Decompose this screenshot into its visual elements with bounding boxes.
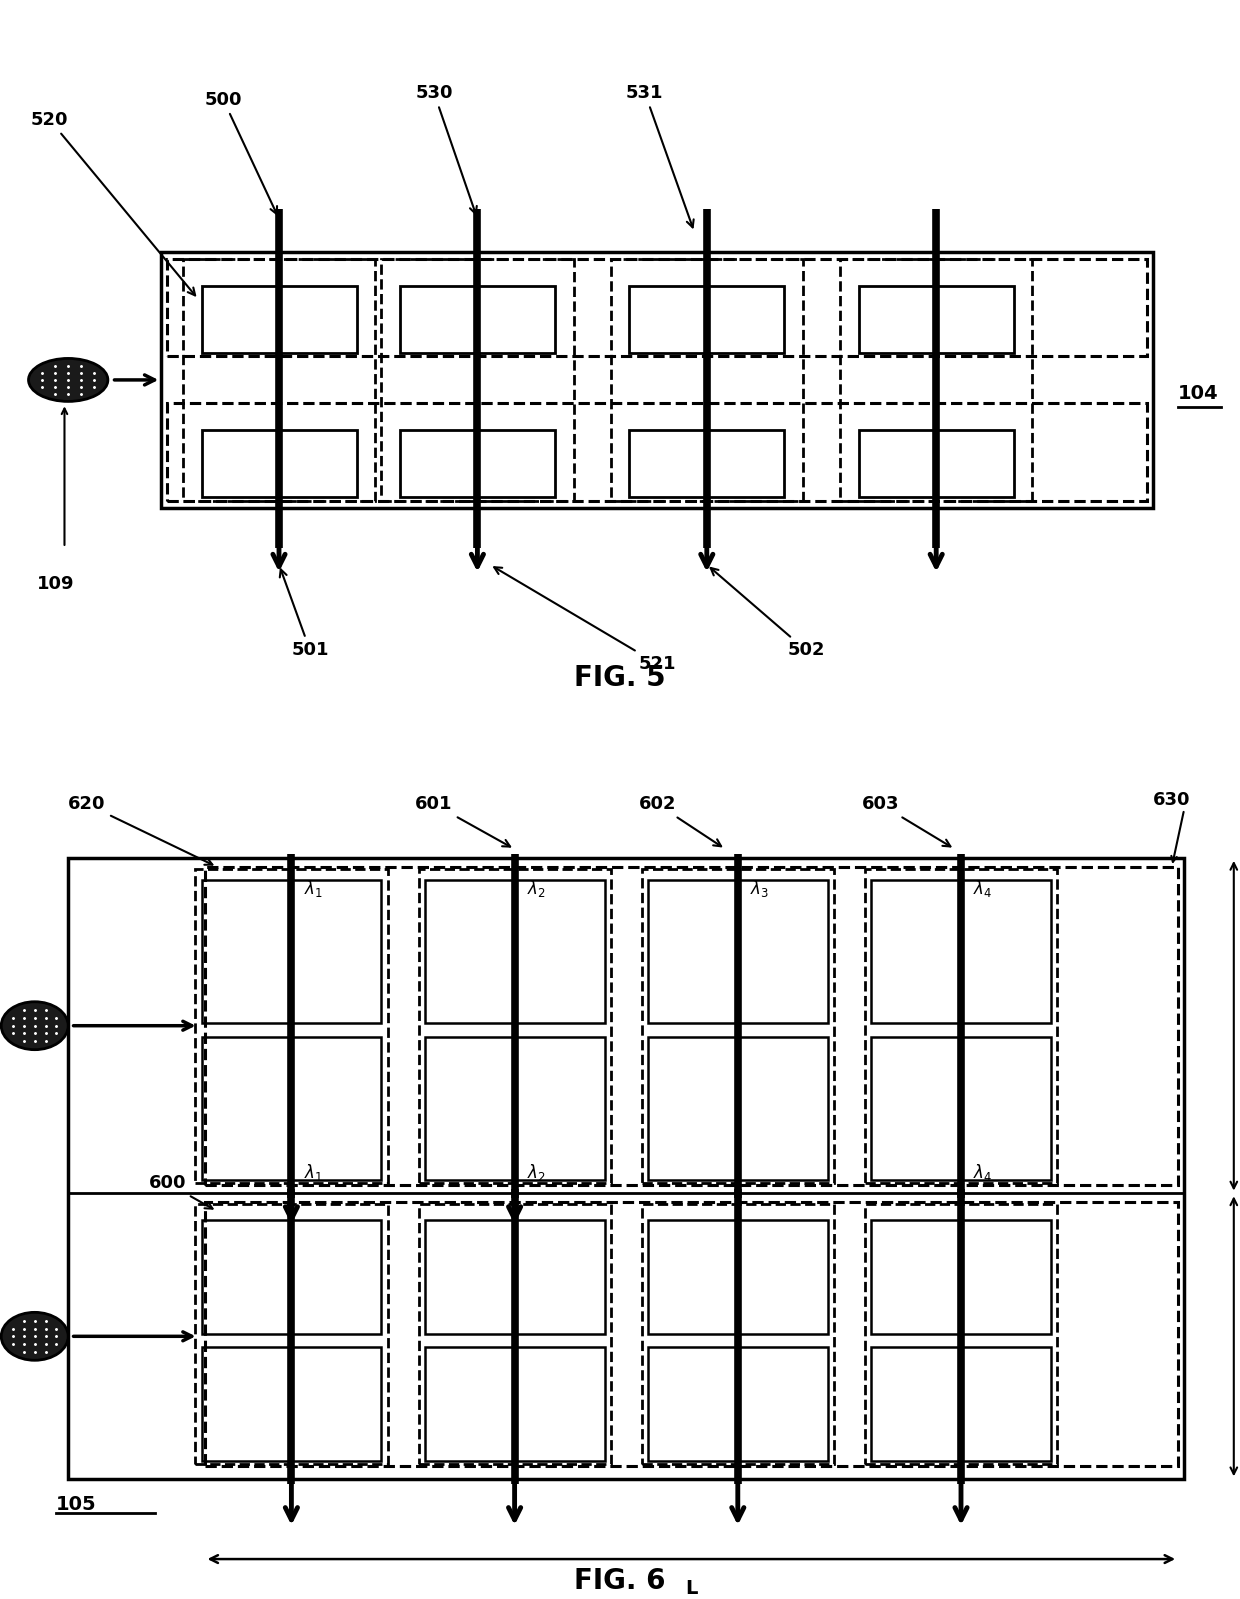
Bar (201, 879, 382, 1023)
Bar (870, 1220, 1050, 1334)
Bar (201, 1036, 382, 1180)
Bar (424, 1036, 605, 1180)
Bar (419, 868, 611, 1183)
Text: 521: 521 (495, 568, 676, 673)
Bar (642, 1204, 835, 1465)
Bar (201, 1348, 382, 1461)
Text: $\lambda_4$: $\lambda_4$ (973, 1162, 993, 1183)
Text: $\lambda_2$: $\lambda_2$ (527, 1162, 546, 1183)
Text: $\lambda_1$: $\lambda_1$ (304, 878, 322, 899)
Bar (205, 867, 1178, 1185)
Bar (870, 1348, 1050, 1461)
Text: 531: 531 (626, 83, 693, 227)
Bar (424, 1348, 605, 1461)
Text: 104: 104 (1178, 384, 1219, 403)
Bar (399, 430, 556, 497)
Text: $\lambda_3$: $\lambda_3$ (750, 878, 769, 899)
Circle shape (29, 358, 108, 401)
Bar (866, 868, 1058, 1183)
Bar (858, 430, 1014, 497)
Text: 500: 500 (205, 91, 277, 214)
Text: 620: 620 (68, 795, 212, 865)
Text: 601: 601 (415, 795, 510, 846)
Bar (184, 259, 374, 500)
Text: 105: 105 (56, 1495, 97, 1514)
Text: 603: 603 (862, 795, 950, 846)
Bar (866, 1204, 1058, 1465)
Bar (68, 859, 1184, 1479)
Bar (201, 1220, 382, 1334)
Bar (610, 259, 802, 500)
Bar (858, 286, 1014, 353)
Bar (839, 259, 1032, 500)
Bar (642, 868, 835, 1183)
Bar (649, 1220, 828, 1334)
Text: 602: 602 (639, 795, 722, 846)
Bar (870, 1036, 1050, 1180)
Bar (205, 1202, 1178, 1466)
Bar (630, 430, 785, 497)
Bar (195, 1204, 387, 1465)
Bar (649, 1348, 828, 1461)
Bar (419, 1204, 611, 1465)
Bar (201, 286, 357, 353)
Bar (424, 1220, 605, 1334)
Bar (161, 253, 1153, 507)
Text: $\lambda_1$: $\lambda_1$ (304, 1162, 322, 1183)
Text: FIG. 5: FIG. 5 (574, 664, 666, 692)
Bar (649, 1036, 828, 1180)
Circle shape (1, 1313, 68, 1361)
Bar (195, 868, 387, 1183)
Text: 109: 109 (37, 574, 74, 593)
Text: $\lambda_2$: $\lambda_2$ (527, 878, 546, 899)
Text: 600: 600 (149, 1174, 212, 1209)
Bar (167, 403, 1147, 500)
Bar (382, 259, 573, 500)
Text: $\lambda_4$: $\lambda_4$ (973, 878, 993, 899)
Text: 530: 530 (415, 83, 477, 214)
Text: 501: 501 (280, 569, 329, 659)
Bar (649, 879, 828, 1023)
Text: FIG. 6: FIG. 6 (574, 1567, 666, 1594)
Bar (399, 286, 556, 353)
Text: L: L (686, 1578, 697, 1597)
Bar (424, 879, 605, 1023)
Text: 630: 630 (1153, 792, 1190, 809)
Text: 520: 520 (31, 110, 195, 296)
Text: 502: 502 (711, 568, 825, 659)
Bar (870, 879, 1050, 1023)
Bar (201, 430, 357, 497)
Bar (167, 259, 1147, 357)
Bar (630, 286, 785, 353)
Circle shape (1, 1001, 68, 1049)
